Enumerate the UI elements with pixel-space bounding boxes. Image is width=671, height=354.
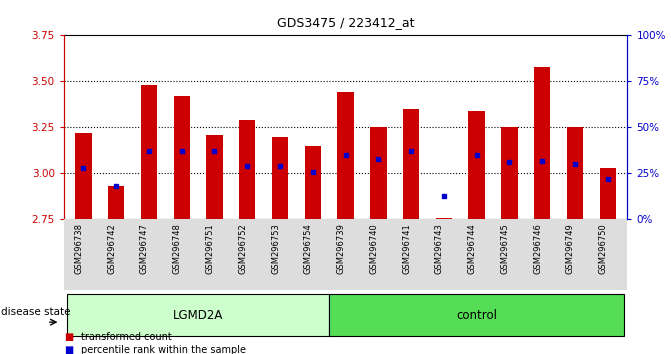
Text: transformed count: transformed count [81,332,171,342]
Bar [239,120,256,219]
Bar [403,109,419,219]
Bar [67,294,329,336]
Text: GSM296747: GSM296747 [140,223,149,274]
Bar [305,146,321,219]
Bar [599,168,616,219]
Bar [108,186,124,219]
Text: GSM296748: GSM296748 [172,223,182,274]
Text: GSM296744: GSM296744 [468,223,476,274]
Text: GSM296740: GSM296740 [369,223,378,274]
Bar [329,294,624,336]
Text: GSM296750: GSM296750 [599,223,608,274]
Bar [370,127,386,219]
Text: disease state: disease state [1,307,70,316]
Text: ■: ■ [64,332,73,342]
Bar [64,219,627,290]
Bar [435,218,452,219]
Bar [206,135,223,219]
Text: LGMD2A: LGMD2A [173,309,223,321]
Text: ■: ■ [64,346,73,354]
Text: GDS3475 / 223412_at: GDS3475 / 223412_at [277,16,414,29]
Text: percentile rank within the sample: percentile rank within the sample [81,346,246,354]
Text: GSM296752: GSM296752 [238,223,247,274]
Text: GSM296749: GSM296749 [566,223,575,274]
Bar [338,92,354,219]
Text: GSM296741: GSM296741 [402,223,411,274]
Text: GSM296746: GSM296746 [533,223,542,274]
Bar [174,96,190,219]
Bar [272,137,289,219]
Text: GSM296753: GSM296753 [271,223,280,274]
Text: GSM296751: GSM296751 [205,223,215,274]
Text: GSM296754: GSM296754 [304,223,313,274]
Text: control: control [456,309,497,321]
Text: GSM296738: GSM296738 [74,223,83,274]
Text: GSM296745: GSM296745 [501,223,509,274]
Bar [75,133,92,219]
Text: GSM296742: GSM296742 [107,223,116,274]
Bar [468,111,485,219]
Text: GSM296739: GSM296739 [337,223,346,274]
Bar [501,127,517,219]
Bar [567,127,583,219]
Bar [534,67,550,219]
Text: GSM296743: GSM296743 [435,223,444,274]
Bar [141,85,157,219]
